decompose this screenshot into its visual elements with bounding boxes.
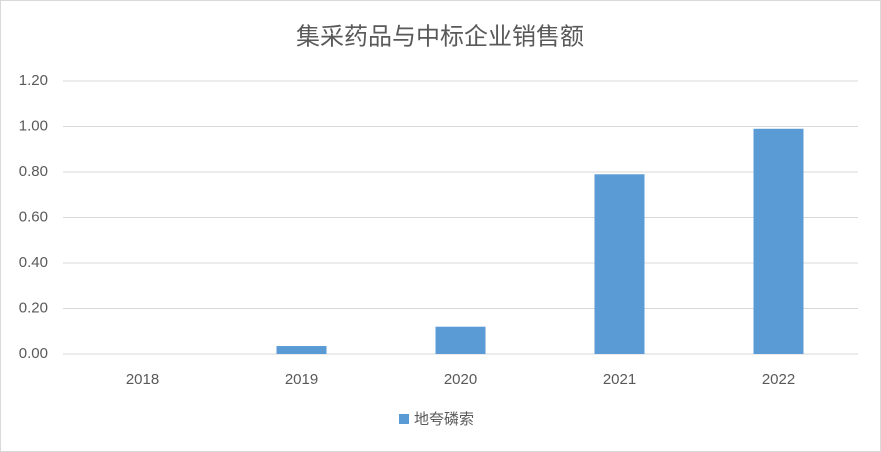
y-tick-label: 1.00: [19, 117, 48, 134]
y-tick-label: 0.20: [19, 299, 48, 316]
legend-swatch: [399, 414, 409, 424]
x-tick-label: 2021: [603, 371, 636, 388]
legend-label: 地夸磷索: [414, 411, 474, 428]
bar: [753, 128, 804, 354]
y-tick-label: 0.80: [19, 163, 48, 180]
chart-title: 集采药品与中标企业销售额: [296, 23, 584, 50]
x-tick-label: 2020: [444, 371, 477, 388]
y-tick-label: 0.00: [19, 345, 48, 362]
bar: [276, 346, 327, 354]
bar: [435, 326, 486, 354]
y-tick-label: 1.20: [19, 72, 48, 89]
y-tick-label: 0.40: [19, 254, 48, 271]
x-tick-label: 2022: [762, 371, 795, 388]
x-tick-label: 2018: [126, 371, 159, 388]
bar: [594, 174, 645, 354]
x-tick-label: 2019: [285, 371, 318, 388]
y-tick-label: 0.60: [19, 208, 48, 225]
